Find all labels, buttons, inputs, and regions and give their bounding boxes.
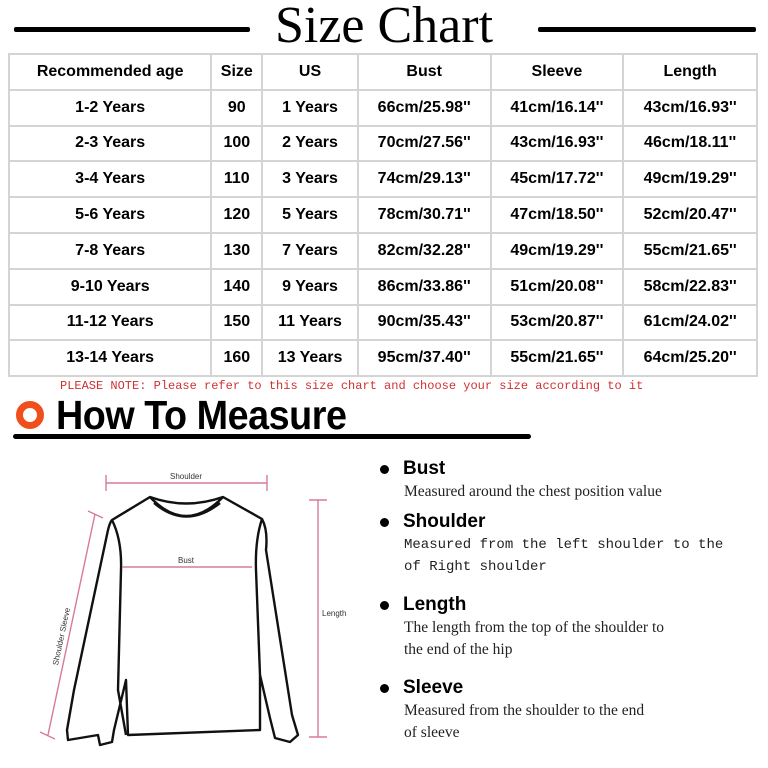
table-cell: 95cm/37.40'' — [356, 339, 492, 378]
bullet-icon — [380, 465, 389, 474]
sweater-diagram: Shoulder Bust Length Shoulder Sleeve — [39, 472, 346, 747]
table-cell: 45cm/17.72'' — [489, 160, 625, 199]
table-cell: 78cm/30.71'' — [356, 196, 492, 234]
circle-icon — [16, 401, 44, 429]
table-cell: 13 Years — [261, 339, 359, 378]
table-row: 7-8 Years 130 7 Years 82cm/32.28'' 49cm/19.2… — [7, 231, 758, 270]
sweater-outline — [65, 495, 300, 747]
table-cell: 61cm/24.02'' — [622, 303, 758, 342]
table-cell: 9 Years — [261, 267, 359, 306]
table-row: 3-4 Years 110 3 Years 74cm/29.13'' 45cm/17.7… — [7, 160, 758, 199]
table-cell: 55cm/21.65'' — [622, 231, 758, 270]
table-cell: 2 Years — [261, 124, 359, 163]
measure-item-title: Shoulder — [403, 511, 486, 532]
bullet-icon — [380, 684, 389, 693]
page-title: Size Chart — [0, 0, 768, 54]
table-cell: 120 — [210, 196, 264, 234]
measure-item-shoulder: Shoulder Measured from the left shoulder … — [380, 511, 723, 577]
table-cell: 11-12 Years — [7, 303, 213, 342]
table-cell: 3 Years — [261, 160, 359, 199]
table-cell: 130 — [210, 231, 264, 270]
measure-arrows — [39, 475, 327, 740]
size-note: PLEASE NOTE: Please refer to this size c… — [60, 379, 644, 393]
table-cell: 110 — [210, 160, 264, 199]
table-cell: 13-14 Years — [7, 339, 213, 378]
table-cell: 64cm/25.20'' — [622, 339, 758, 378]
title-bar: Size Chart — [0, 0, 768, 54]
shoulder-label: Shoulder — [170, 472, 202, 481]
table-cell: 9-10 Years — [7, 267, 213, 306]
table-cell: 90cm/35.43'' — [356, 303, 492, 342]
table-cell: 49cm/19.29'' — [489, 231, 625, 270]
size-chart-table: Recommended age Size US Bust Sleeve Length 1-2… — [7, 53, 758, 378]
table-cell: 86cm/33.86'' — [356, 267, 492, 306]
table-cell: 3-4 Years — [7, 160, 213, 199]
table-cell: 47cm/18.50'' — [489, 196, 625, 234]
table-cell: 90 — [210, 88, 264, 127]
table-cell: 70cm/27.56'' — [356, 124, 492, 163]
table-cell: 5-6 Years — [7, 196, 213, 234]
table-cell: 53cm/20.87'' — [489, 303, 625, 342]
measure-item-description: Measured from the left shoulder to the — [404, 537, 724, 553]
measure-item-title: Bust — [403, 458, 446, 479]
measure-item-bust: Bust Measured around the chest position v… — [380, 458, 662, 502]
table-cell: 43cm/16.93'' — [489, 124, 625, 163]
table-cell: 82cm/32.28'' — [356, 231, 492, 270]
table-cell: 150 — [210, 303, 264, 342]
table-cell: 7 Years — [261, 231, 359, 270]
table-cell: 66cm/25.98'' — [356, 88, 492, 127]
bullet-icon — [380, 518, 389, 527]
title-divider-right — [538, 27, 756, 32]
table-cell: 41cm/16.14'' — [489, 88, 625, 127]
table-cell: 2-3 Years — [7, 124, 213, 163]
table-cell: 55cm/21.65'' — [489, 339, 625, 378]
measure-item-description: The length from the top of the shoulder … — [404, 619, 664, 636]
measure-item-title: Length — [403, 594, 467, 615]
table-cell: 52cm/20.47'' — [622, 196, 758, 234]
table-cell: 1 Years — [261, 88, 359, 127]
bullet-icon — [380, 601, 389, 610]
table-cell: 58cm/22.83'' — [622, 267, 758, 306]
measure-item-description: the end of the hip — [404, 641, 513, 658]
table-cell: 140 — [210, 267, 264, 306]
table-cell: 74cm/29.13'' — [356, 160, 492, 199]
table-cell: 49cm/19.29'' — [622, 160, 758, 199]
measure-item-description: of sleeve — [404, 724, 460, 741]
column-header: Bust — [356, 53, 492, 91]
table-cell: 7-8 Years — [7, 231, 213, 270]
measure-item-title: Sleeve — [403, 677, 464, 698]
table-row: 13-14 Years 160 13 Years 95cm/37.40'' 55cm/2… — [7, 339, 758, 378]
heading-underline — [13, 434, 531, 439]
table-row: 9-10 Years 140 9 Years 86cm/33.86'' 51cm/20.… — [7, 267, 758, 306]
table-header-row: Recommended age Size US Bust Sleeve Length — [7, 53, 758, 91]
table-row: 11-12 Years 150 11 Years 90cm/35.43'' 53cm/2… — [7, 303, 758, 342]
length-label: Length — [322, 609, 346, 618]
table-row: 1-2 Years 90 1 Years 66cm/25.98'' 41cm/16.14… — [7, 88, 758, 127]
measure-item-description: of Right shoulder — [404, 559, 547, 575]
measure-item-description: Measured from the shoulder to the end — [404, 702, 645, 719]
how-to-measure-heading: How To Measure — [16, 392, 372, 438]
table-cell: 160 — [210, 339, 264, 378]
measure-item-length: Length The length from the top of the sho… — [380, 594, 664, 660]
table-cell: 5 Years — [261, 196, 359, 234]
measure-item-sleeve: Sleeve Measured from the shoulder to the … — [380, 677, 644, 743]
table-row: 5-6 Years 120 5 Years 78cm/30.71'' 47cm/18.5… — [7, 196, 758, 234]
table-cell: 51cm/20.08'' — [489, 267, 625, 306]
table-cell: 43cm/16.93'' — [622, 88, 758, 127]
title-divider-left — [14, 27, 250, 32]
column-header: Recommended age — [7, 53, 213, 91]
measure-item-description: Measured around the chest position value — [404, 483, 662, 500]
table-cell: 11 Years — [261, 303, 359, 342]
column-header: US — [261, 53, 359, 91]
column-header: Sleeve — [489, 53, 625, 91]
bust-label: Bust — [178, 556, 195, 565]
table-cell: 1-2 Years — [7, 88, 213, 127]
column-header: Size — [210, 53, 264, 91]
column-header: Length — [622, 53, 758, 91]
table-row: 2-3 Years 100 2 Years 70cm/27.56'' 43cm/16.9… — [7, 124, 758, 163]
table-cell: 46cm/18.11'' — [622, 124, 758, 163]
table-cell: 100 — [210, 124, 264, 163]
